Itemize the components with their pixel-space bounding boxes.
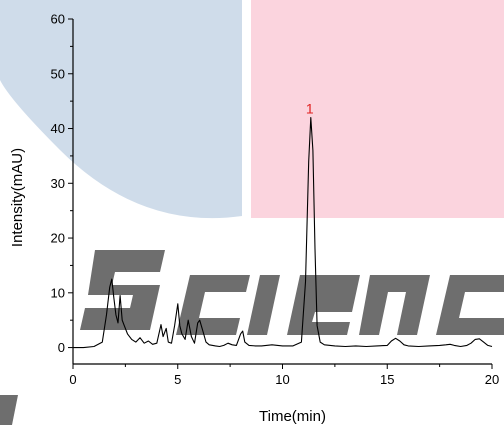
y-tick-label: 20 (51, 231, 65, 246)
watermark-letter (80, 250, 165, 330)
y-tick-label: 30 (51, 176, 65, 191)
y-tick-label: 40 (51, 121, 65, 136)
annotations: 1 (306, 101, 314, 117)
trace-layer (73, 117, 493, 349)
y-tick-label: 10 (51, 285, 65, 300)
watermark-blue-block (0, 0, 242, 219)
y-tick-label: 60 (51, 12, 65, 27)
watermark-letter (176, 275, 250, 335)
y-tick-label: 0 (58, 340, 65, 355)
watermark-letter (359, 275, 430, 335)
x-tick-label: 0 (69, 372, 76, 387)
peak-label: 1 (306, 101, 314, 117)
x-tick-label: 5 (174, 372, 181, 387)
watermark-science-letters (0, 250, 504, 425)
x-axis-ticks: 0 5 10 15 20 (69, 364, 499, 387)
x-tick-label: 10 (275, 372, 289, 387)
watermark-letter (0, 395, 18, 425)
watermark-letter (247, 275, 280, 335)
x-tick-label: 20 (485, 372, 499, 387)
x-axis-title: Time(min) (259, 408, 326, 425)
watermark-letter (436, 275, 504, 335)
watermark-letter (287, 275, 360, 335)
chromatogram-trace (73, 117, 493, 349)
y-tick-label: 50 (51, 66, 65, 81)
x-tick-label: 15 (380, 372, 394, 387)
watermark-pink-block (251, 0, 504, 218)
y-axis-title: Intensity(mAU) (9, 148, 26, 247)
y-axis-ticks: 0 10 20 30 40 50 60 (51, 12, 73, 355)
